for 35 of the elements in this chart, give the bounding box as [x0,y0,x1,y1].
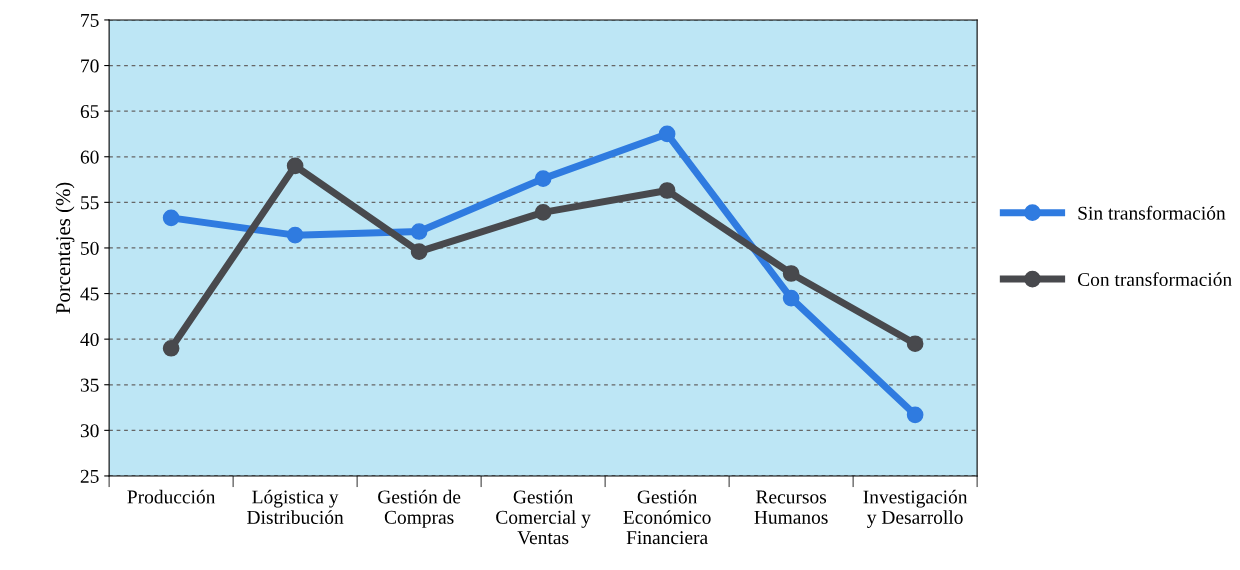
point [658,125,676,143]
x-tick-label: Producción [127,489,216,504]
y-tick-label: 70 [81,59,99,73]
point [286,226,304,244]
legend-label: Sin transformación [1078,205,1226,220]
point [906,406,924,424]
point [782,289,800,307]
y-tick-label: 25 [80,469,99,483]
y-tick-label: 40 [80,332,99,347]
y-tick-label: 75 [81,13,99,27]
x-tick-label: Gestión de Compras [378,489,461,528]
x-tick-label: Gestión Comercial y Ventas [496,489,591,545]
legend-label: Con transformación [1077,272,1232,287]
point [410,223,428,240]
x-tick-label: Lógistica y Distribución [247,489,344,524]
y-tick-label: 45 [80,287,99,301]
point [162,209,180,227]
y-tick-label: 30 [80,424,99,438]
x-tick-label: Investigación y Desarrollo [863,489,968,528]
point [534,170,552,187]
point [162,339,180,357]
y-tick-label: 60 [80,150,99,164]
point [658,182,676,199]
x-tick-label: Gestión Económico Financiera [623,489,711,545]
y-tick-label: 55 [81,196,99,210]
y-axis-title: Porcentajes (%) [55,182,75,314]
point [410,243,428,260]
point [534,204,552,221]
point [286,157,304,175]
y-tick-label: 35 [80,378,99,392]
y-tick-label: 50 [81,241,99,255]
point [906,335,924,353]
point [782,265,800,282]
x-tick-label: Recursos Humanos [754,490,828,524]
y-tick-label: 65 [80,105,99,119]
